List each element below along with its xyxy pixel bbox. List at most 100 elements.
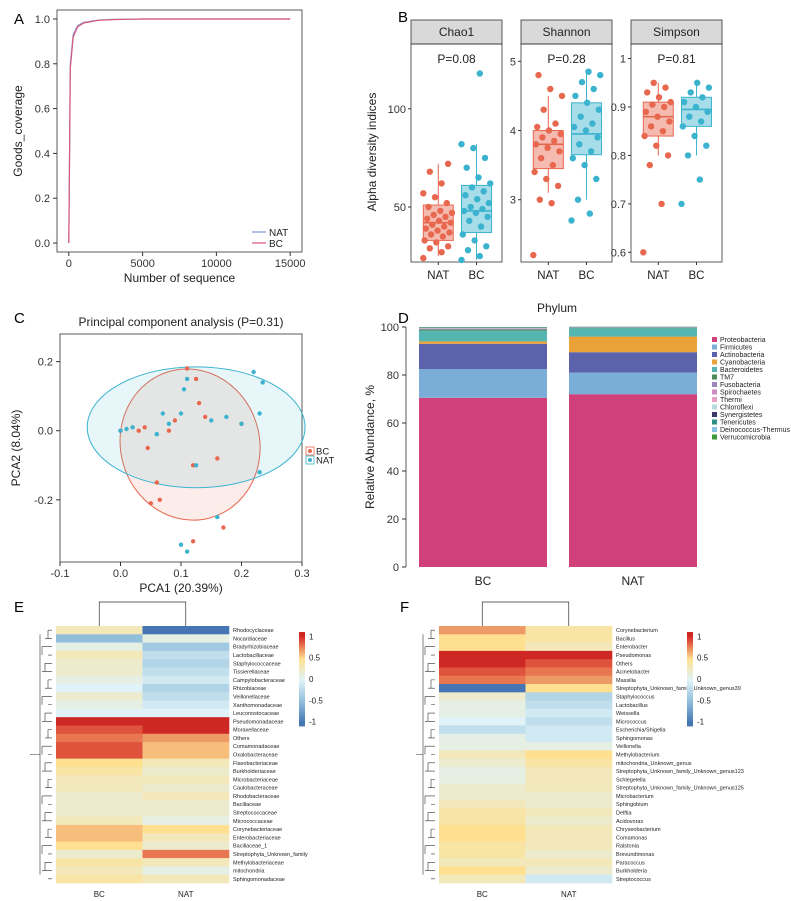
data-point-nat [536,196,543,203]
data-point-nat [257,470,262,475]
x-tick-label: 5000 [130,258,154,270]
colorbar-tick-label: -1 [309,718,317,727]
colorbar-segment [687,646,693,649]
colorbar-segment [687,697,693,701]
row-label-micrococcus: Micrococcus [616,719,647,725]
heat-cell-bc-streptophyta-unknown-family-unknown-genus39 [439,684,526,693]
heat-cell-nat-comamonadaceae [142,742,230,751]
colorbar-segment [687,700,693,703]
p-value-label: P=0.28 [547,52,586,66]
heat-cell-nat-corynebacteriaceae [142,824,230,834]
row-label-tissierellaceae: Tissierellaceae [233,670,269,676]
heat-cell-nat-staphylococcaceae [142,659,230,668]
panel-letter-c: C [14,310,25,327]
data-point-nat [647,123,655,130]
legend-swatch-tenericutes [712,419,717,425]
row-label-veillonellaceae: Veillonellaceae [233,694,270,700]
data-point-bc [578,78,586,86]
data-point-nat [434,227,441,234]
colorbar-segment [299,679,305,682]
heat-cell-nat-nocardiaceae [142,634,230,643]
data-point-bc [458,256,465,264]
data-point-nat [448,209,456,217]
heat-cell-bc-streptococcaceae [56,808,143,817]
row-label-xanthomonadaceae: Xanthomonadaceae [233,703,282,709]
data-point-bc [196,400,202,406]
legend-label-verrucomicrobia: Verrucomicrobia [720,435,771,442]
heat-cell-bc-schlegelella [439,775,526,784]
panel-letter-e: E [14,599,24,616]
colorbar-tick-label: 0 [697,675,702,684]
row-label-ralstonia: Ralstonia [616,844,640,850]
heat-cell-bc-campylobacteraceae [56,675,143,685]
data-point-bc [148,501,153,506]
data-point-nat [438,249,445,256]
bar-segment-bc-cyanobacteria [419,341,547,344]
colorbar-segment [299,702,305,706]
facet-frame [410,43,503,263]
row-label-corynebacterium: Corynebacterium [616,628,658,634]
heat-cell-nat-bacillus [525,634,613,643]
heat-cell-nat-ralstonia [525,841,613,851]
data-point-nat [547,85,554,93]
y-tick-label: 5 [510,56,516,68]
data-point-nat [437,207,444,215]
heat-cell-bc-comamonas [439,833,526,842]
colorbar-segment [687,716,693,720]
row-label-oxalobacteraceae: Oxalobacteraceae [233,753,278,759]
colorbar-tick-label: -0.5 [309,696,323,705]
column-label-nat: NAT [178,890,194,899]
data-point-bc [485,199,493,207]
colorbar-tick-label: 0.5 [697,654,709,663]
legend-label-firmicutes: Firmicutes [720,345,753,352]
row-label-nocardiaceae: Nocardiaceae [233,636,267,642]
data-point-bc [458,141,465,148]
colorbar-segment [299,723,305,727]
colorbar-segment [687,683,693,687]
row-label-caulobacteraceae: Caulobacteraceae [233,786,278,792]
colorbar-segment [687,721,693,725]
x-tick-label: -0.1 [51,568,70,580]
heat-cell-nat-delftia [525,808,613,817]
data-point-nat [557,130,564,138]
legend-label-tenericutes: Tenericutes [720,420,756,427]
heat-cell-nat-staphylococcus [525,692,613,701]
data-point-bc [154,480,159,485]
y-tick-label: 0.2 [38,357,53,369]
colorbar-segment [299,646,305,649]
data-point-nat [650,79,657,87]
data-point-bc [703,142,710,149]
data-point-bc [474,196,481,203]
heat-cell-bc-methylobacteriaceae [56,858,143,867]
data-point-nat [251,369,256,375]
row-label-brevundimonas: Brevundimonas [616,852,654,858]
colorbar-segment [687,686,693,689]
bar-segment-nat-cyanobacteria [569,336,697,353]
colorbar-segment [687,676,693,680]
data-point-nat [447,219,454,226]
data-point-bc [459,231,466,238]
heat-cell-nat-streptophyta-unknown-family-unknown-genus125 [525,783,613,793]
x-axis-label: PCA1 (20.39%) [139,581,222,595]
colorbar-segment [687,674,693,678]
data-point-nat [427,231,435,238]
data-point-bc [590,85,597,93]
heat-cell-nat-weissella [525,708,613,718]
data-point-bc [686,113,693,120]
colorbar-segment [299,707,305,710]
colorbar-segment [299,634,305,638]
panel-letter-f: F [400,599,409,616]
heat-cell-nat-others [525,659,613,668]
data-point-bc [678,200,685,208]
data-point-bc [572,92,579,100]
y-tick-label: 60 [387,418,399,430]
heat-cell-bc-caulobacteraceae [56,783,143,793]
y-tick-label: 4 [510,126,516,138]
heat-cell-bc-veillonellaceae [56,692,143,701]
legend-swatch-nat [308,458,312,462]
heat-cell-bc-bradyrhizobiaceae [56,642,143,652]
row-label-rhizobiaceae: Rhizobiaceae [233,686,266,692]
data-point-bc [184,366,190,371]
heat-cell-bc-weissella [439,708,526,718]
data-point-nat [534,123,541,131]
